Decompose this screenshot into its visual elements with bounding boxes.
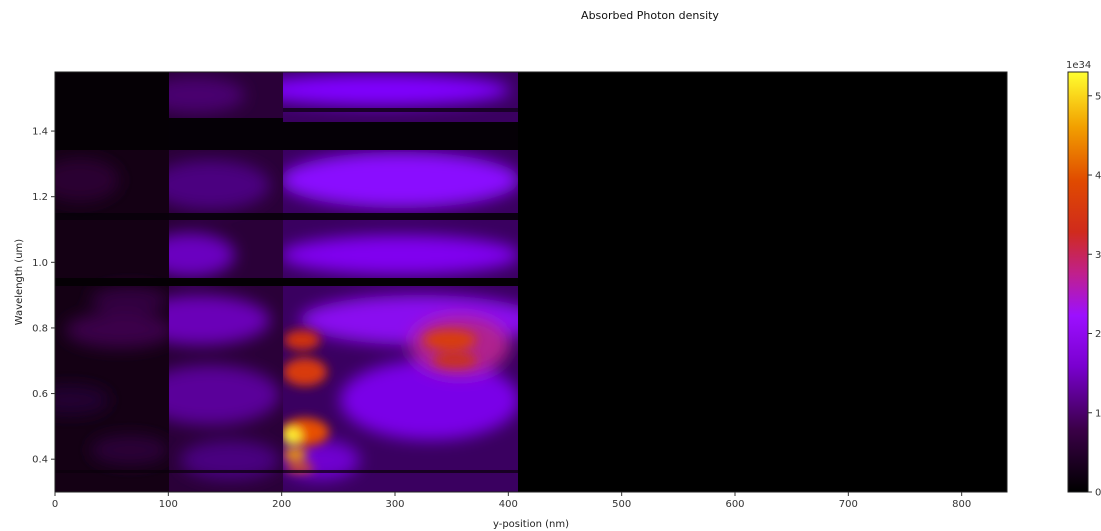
colorbar-tick-label: 4 [1095,171,1101,182]
dark-bands [55,213,518,473]
chart-title: Absorbed Photon density [581,9,719,22]
x-tick-label: 600 [725,499,744,510]
x-tick-label: 0 [52,499,58,510]
x-tick-label: 100 [159,499,178,510]
y-tick-label: 1.2 [32,192,48,203]
colorbar-tick-label: 3 [1095,250,1101,261]
colorbar-tick-label: 1 [1095,408,1101,419]
x-axis-label: y-position (nm) [493,519,569,530]
y-axis-label: Wavelength (um) [14,239,25,325]
y-tick-label: 1.0 [32,258,48,269]
x-tick-label: 400 [499,499,518,510]
y-tick-label: 0.6 [32,389,48,400]
y-tick-label: 1.4 [32,127,48,138]
colorbar: 1e34 0 1 2 3 4 5 [1066,60,1101,499]
x-tick-label: 300 [385,499,404,510]
plot-frame [54,71,1008,493]
colorbar-tick-label: 5 [1095,91,1101,102]
x-tick-label: 700 [839,499,858,510]
x-tick-label: 500 [612,499,631,510]
colorbar-tick-label: 2 [1095,329,1101,340]
x-axis: 0 100 200 300 400 500 600 700 800 [52,492,971,510]
y-axis: 0.4 0.6 0.8 1.0 1.2 1.4 [32,127,55,466]
y-tick-label: 0.4 [32,455,48,466]
x-tick-label: 200 [272,499,291,510]
y-tick-label: 0.8 [32,323,48,334]
heatmap-plot-area [54,71,1008,493]
colorbar-tick-label: 0 [1095,488,1101,499]
colorbar-ticks: 0 1 2 3 4 5 [1088,91,1101,499]
colorbar-gradient [1067,71,1089,493]
x-tick-label: 800 [952,499,971,510]
colorbar-exponent-label: 1e34 [1066,60,1091,71]
